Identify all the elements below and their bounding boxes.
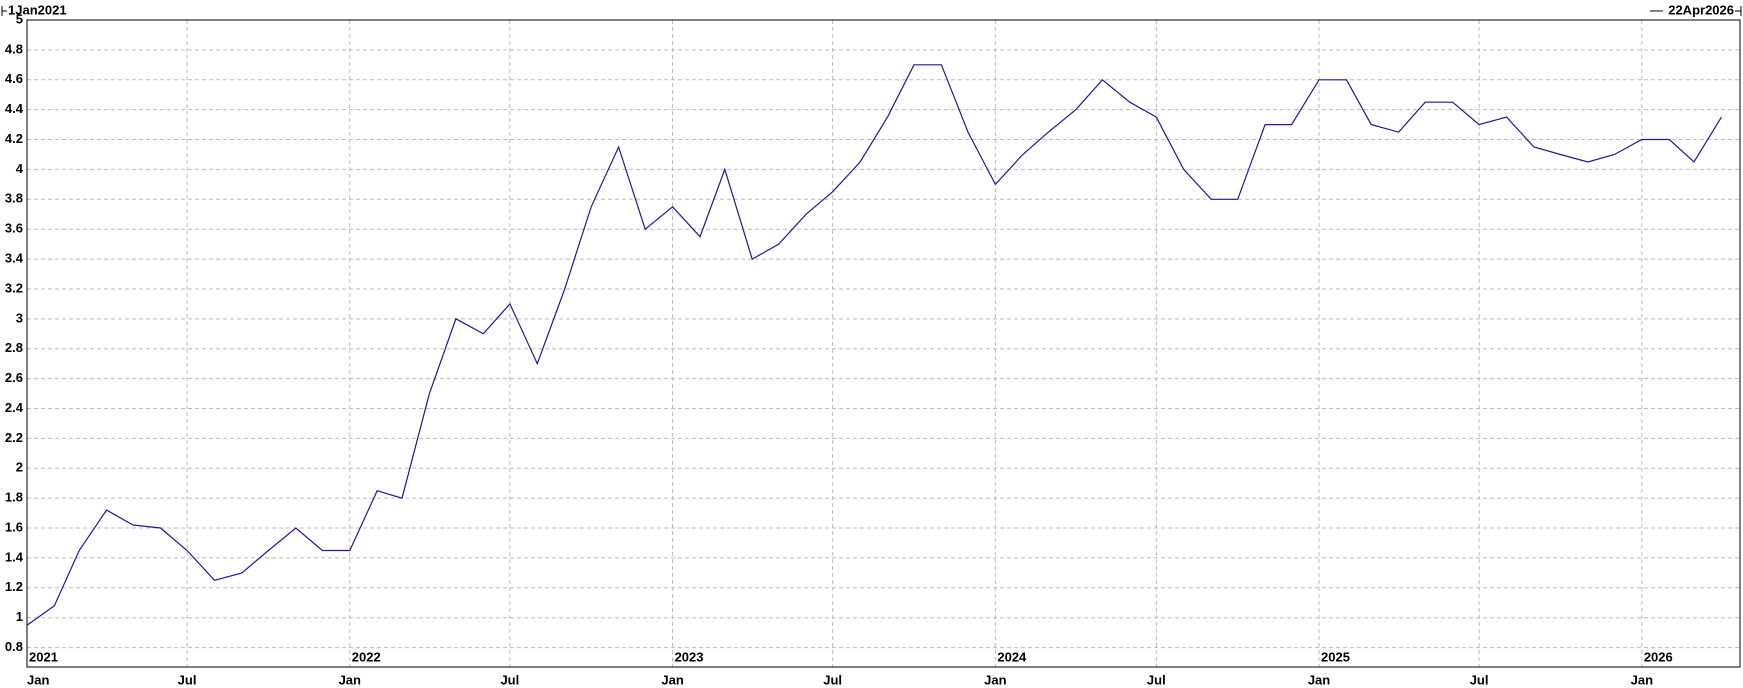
x-tick-label: Jul — [1147, 672, 1166, 687]
x-tick-label: Jan — [1308, 672, 1330, 687]
x-tick-label: Jul — [500, 672, 519, 687]
year-label: 2025 — [1321, 649, 1350, 664]
y-tick-label: 4 — [16, 161, 24, 176]
y-tick-label: 2.2 — [5, 430, 23, 445]
y-tick-label: 3.2 — [5, 280, 23, 295]
y-tick-label: 4.6 — [5, 71, 23, 86]
year-label: 2022 — [352, 649, 381, 664]
y-tick-label: 1 — [16, 609, 23, 624]
y-tick-label: 3 — [16, 310, 23, 325]
x-tick-label: Jan — [984, 672, 1006, 687]
x-tick-label: Jan — [1631, 672, 1653, 687]
y-tick-label: 2 — [16, 460, 23, 475]
x-tick-label: Jul — [178, 672, 197, 687]
y-tick-label: 4.4 — [5, 101, 24, 116]
x-tick-label: Jul — [1470, 672, 1489, 687]
year-label: 2026 — [1644, 649, 1673, 664]
start-label: 1Jan2021 — [8, 2, 67, 17]
x-tick-label: Jul — [823, 672, 842, 687]
y-tick-label: 2.4 — [5, 400, 24, 415]
year-label: 2024 — [997, 649, 1027, 664]
y-tick-label: 1.2 — [5, 579, 23, 594]
y-tick-label: 1.6 — [5, 519, 23, 534]
x-tick-label: Jan — [661, 672, 683, 687]
y-tick-label: 4.2 — [5, 131, 23, 146]
y-tick-label: 2.6 — [5, 370, 23, 385]
data-line — [26, 64, 1722, 626]
y-tick-label: 3.8 — [5, 191, 23, 206]
y-tick-label: 3.4 — [5, 251, 24, 266]
y-tick-label: 1.8 — [5, 490, 23, 505]
plot-frame — [26, 19, 1741, 668]
y-tick-label: 5 — [16, 11, 23, 26]
y-tick-label: 4.8 — [5, 41, 23, 56]
end-label: 22Apr2026 — [1668, 2, 1734, 17]
x-tick-label: Jan — [339, 672, 361, 687]
y-tick-label: 3.6 — [5, 221, 23, 236]
year-label: 2023 — [675, 649, 704, 664]
y-tick-label: 1.4 — [5, 549, 24, 564]
x-tick-label: Jan — [27, 672, 49, 687]
y-tick-label: 0.8 — [5, 639, 23, 654]
y-tick-label: 2.8 — [5, 340, 23, 355]
year-label: 2021 — [29, 649, 58, 664]
